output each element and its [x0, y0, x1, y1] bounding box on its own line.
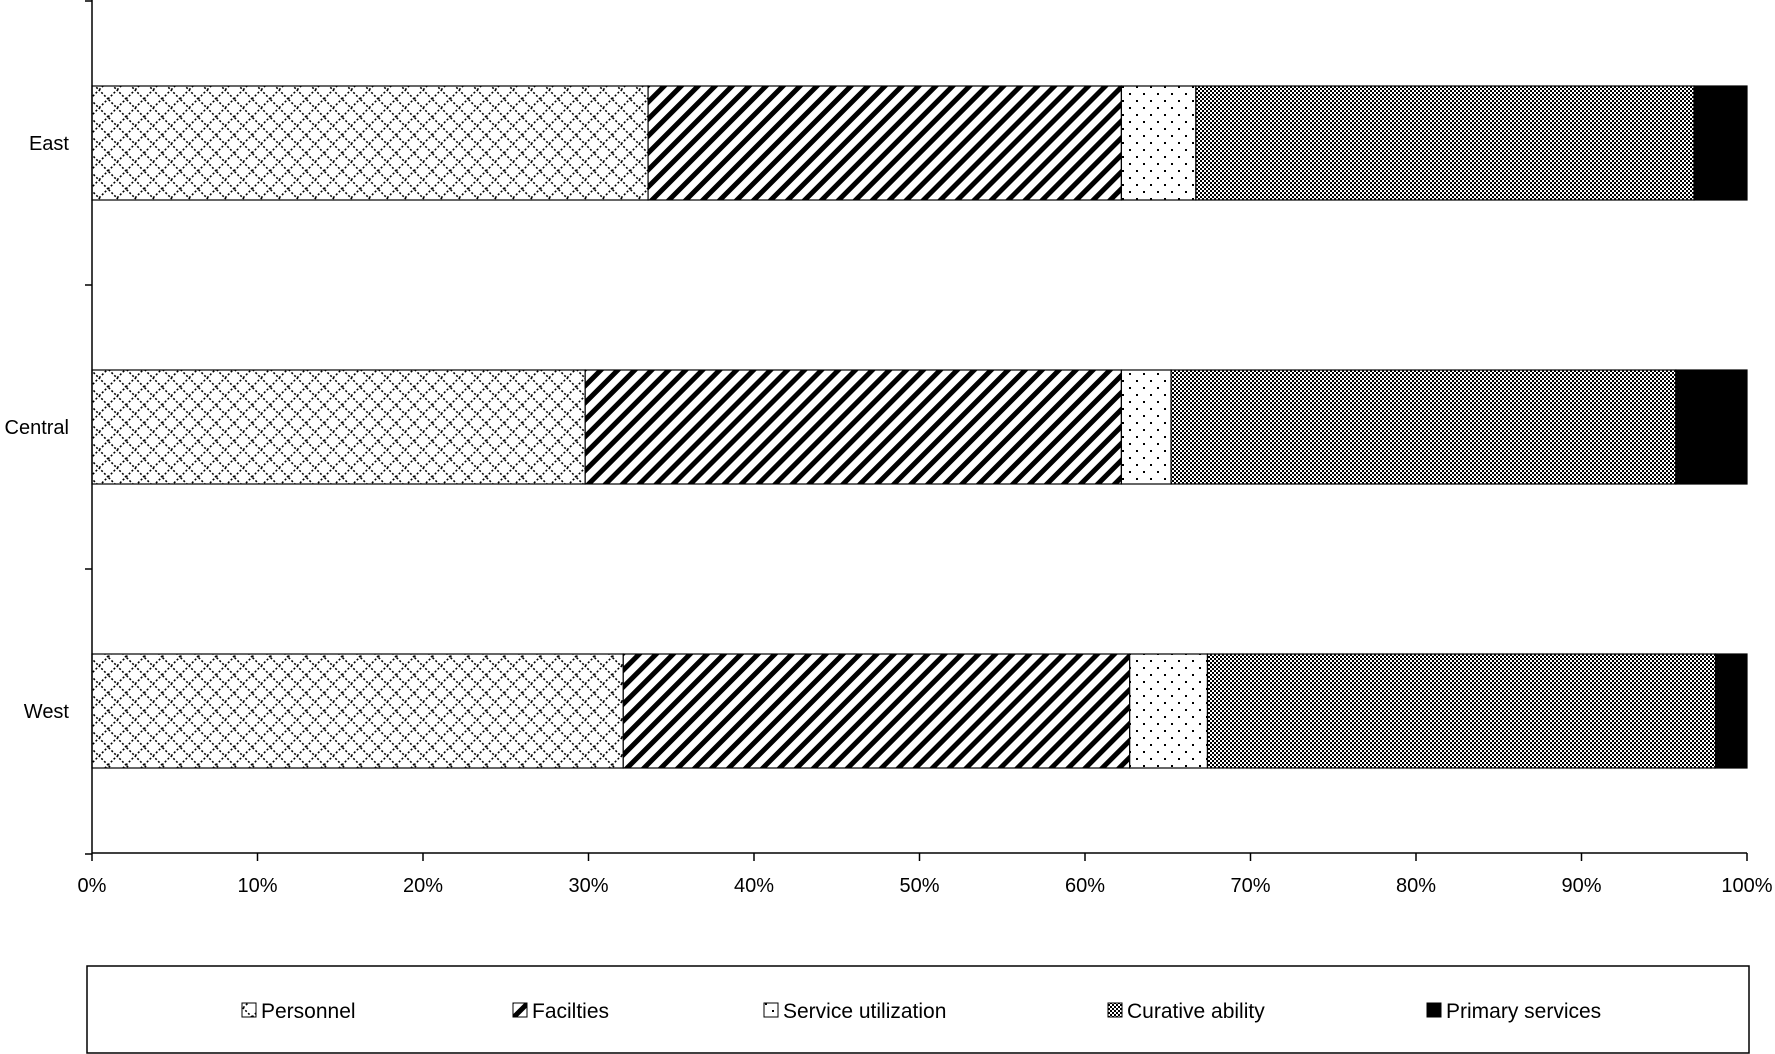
legend: Personnel Facilties Service utilization Cur…: [86, 965, 1750, 1054]
legend-items: Personnel Facilties Service utilization Cur…: [241, 1000, 1601, 1023]
legend-swatch-facilties: [512, 1002, 528, 1018]
plot-bars: [91, 85, 1748, 769]
y-tick-label-central: Central: [5, 417, 69, 439]
legend-label-service-utilization: Service utilization: [783, 1000, 946, 1023]
x-tick-label: 90%: [1561, 875, 1601, 897]
bar-central-personnel: [91, 369, 586, 485]
legend-item-personnel: Personnel: [241, 1000, 356, 1023]
legend-swatch-primary-services: [1426, 1002, 1442, 1018]
x-tick-label: 100%: [1721, 875, 1772, 897]
x-tick-label: 60%: [1065, 875, 1105, 897]
bar-west-facilties: [622, 653, 1131, 769]
bar-west-service-utilization: [1129, 653, 1209, 769]
legend-swatch-service-utilization: [763, 1002, 779, 1018]
y-tick-label-west: West: [24, 701, 70, 723]
x-tick-label: 80%: [1396, 875, 1436, 897]
x-axis: 0% 10% 20% 30% 40% 50% 60% 70% 80% 90% 100%: [78, 852, 1773, 897]
legend-item-service-utilization: Service utilization: [763, 1000, 946, 1023]
x-tick-label: 70%: [1230, 875, 1270, 897]
bar-east-personnel: [91, 85, 649, 201]
bar-central-curative-ability: [1170, 369, 1677, 485]
bar-east-primary-services: [1693, 85, 1748, 201]
bar-west-curative-ability: [1206, 653, 1717, 769]
x-tick-label: 20%: [403, 875, 443, 897]
legend-label-personnel: Personnel: [261, 1000, 356, 1023]
bar-east-service-utilization: [1120, 85, 1197, 201]
bar-central-primary-services: [1675, 369, 1748, 485]
x-tick-label: 10%: [237, 875, 277, 897]
x-tick-label: 30%: [568, 875, 608, 897]
bar-east-curative-ability: [1195, 85, 1695, 201]
y-axis: East Central West: [5, 0, 93, 855]
legend-swatch-curative-ability: [1107, 1002, 1123, 1018]
legend-label-facilties: Facilties: [532, 1000, 609, 1023]
x-tick-label: 0%: [78, 875, 107, 897]
legend-item-primary-services: Primary services: [1426, 1000, 1601, 1023]
bar-east-facilties: [647, 85, 1123, 201]
bar-central-facilties: [584, 369, 1123, 485]
x-tick-label: 40%: [734, 875, 774, 897]
legend-label-curative-ability: Curative ability: [1127, 1000, 1265, 1023]
legend-label-primary-services: Primary services: [1446, 1000, 1601, 1023]
legend-swatch-personnel: [241, 1002, 257, 1018]
legend-box: [86, 965, 1750, 1054]
legend-item-curative-ability: Curative ability: [1107, 1000, 1265, 1023]
legend-item-facilties: Facilties: [512, 1000, 609, 1023]
y-tick-label-east: East: [29, 133, 69, 155]
bar-central-service-utilization: [1120, 369, 1172, 485]
bar-west-personnel: [91, 653, 624, 769]
bar-west-primary-services: [1714, 653, 1748, 769]
x-tick-label: 50%: [899, 875, 939, 897]
